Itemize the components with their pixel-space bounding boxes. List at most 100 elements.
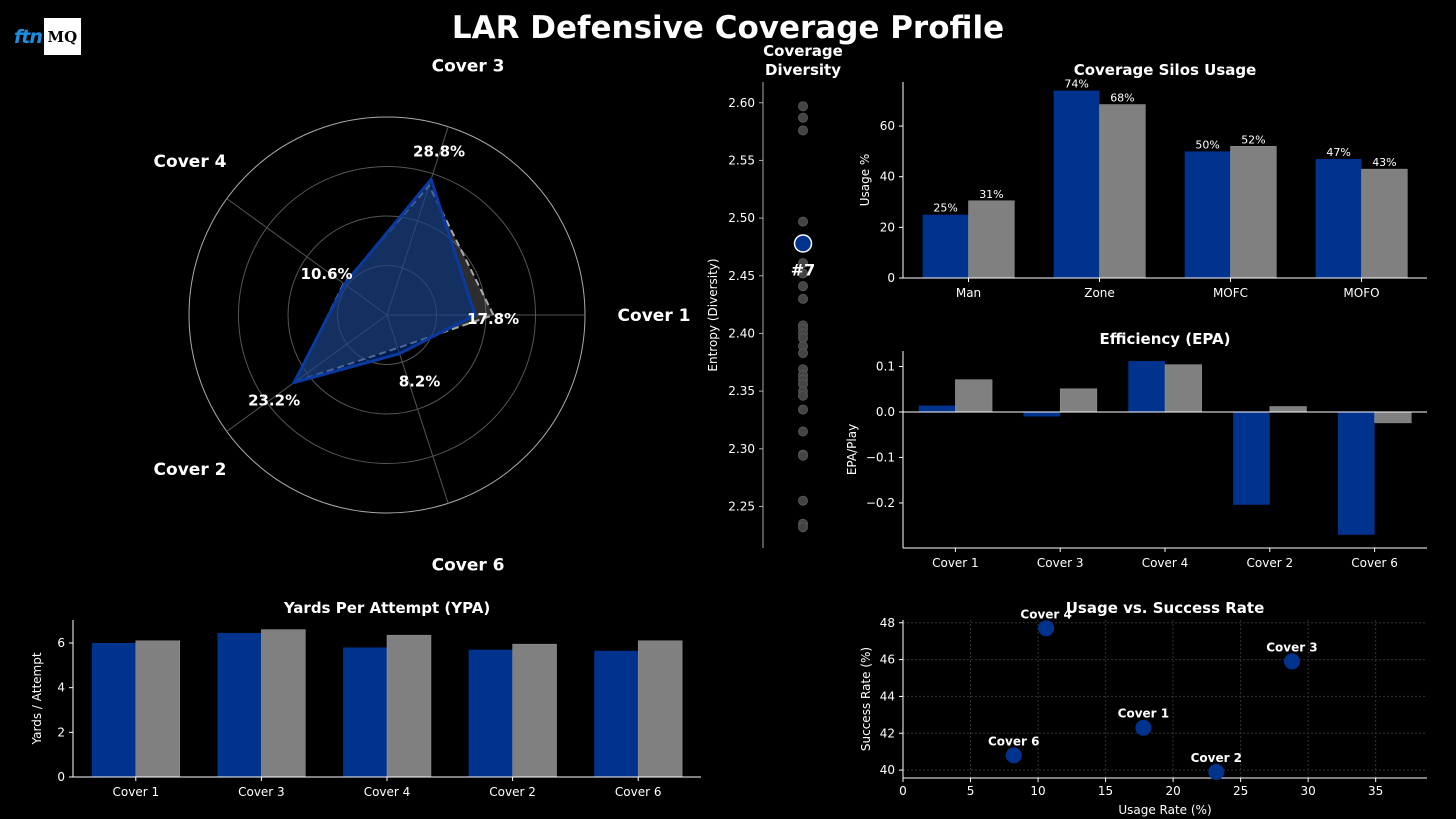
bar-value-label: 47% <box>1326 146 1350 159</box>
y-tick-label: 2.35 <box>728 384 755 398</box>
x-tick-label: Cover 2 <box>489 785 536 799</box>
scatter-point <box>1135 719 1152 736</box>
team-bar <box>1184 151 1231 278</box>
league-bar <box>637 640 683 778</box>
league-bar <box>1164 364 1202 413</box>
radar-team-area <box>291 176 477 385</box>
radar-value-label: 8.2% <box>399 373 441 391</box>
y-tick-label: 46 <box>880 653 895 667</box>
team-bar <box>1053 90 1100 278</box>
ftn-logo: ftn <box>14 25 43 48</box>
chart-title: Efficiency (EPA) <box>1100 330 1231 348</box>
radar-value-label: 10.6% <box>301 265 353 283</box>
league-bar <box>1361 168 1408 279</box>
y-axis-label: Usage % <box>858 154 872 207</box>
bar-value-label: 31% <box>979 188 1003 201</box>
y-tick-label: 42 <box>880 726 895 740</box>
point-label: Cover 1 <box>1118 707 1169 721</box>
team-bar <box>1128 361 1165 412</box>
team-bar <box>922 214 969 278</box>
x-tick-label: 0 <box>899 784 907 798</box>
x-tick-label: Zone <box>1084 286 1115 300</box>
team-dot <box>798 426 808 437</box>
team-dot <box>798 495 808 506</box>
team-dot <box>798 348 808 359</box>
league-bar <box>512 643 557 778</box>
x-axis-label: Usage Rate (%) <box>1118 803 1211 817</box>
x-tick-label: Cover 1 <box>932 556 979 570</box>
team-dot <box>798 390 808 401</box>
x-tick-label: Cover 6 <box>615 785 662 799</box>
y-tick-label: 0 <box>57 770 65 784</box>
y-tick-label: 0 <box>887 271 895 285</box>
chart-title: Usage vs. Success Rate <box>1066 599 1265 617</box>
y-tick-label: 2.60 <box>728 96 755 110</box>
x-tick-label: Cover 6 <box>1351 556 1398 570</box>
y-tick-label: 20 <box>880 220 895 234</box>
league-bar <box>1374 411 1412 424</box>
team-dot <box>798 112 808 123</box>
team-bar <box>918 405 956 412</box>
team-dot <box>798 268 808 279</box>
league-bar <box>386 634 432 778</box>
radar-axis-label: Cover 4 <box>154 152 227 172</box>
y-tick-label: 2.30 <box>728 442 755 456</box>
team-bar <box>217 632 262 777</box>
x-tick-label: Cover 1 <box>113 785 160 799</box>
league-bar <box>1099 104 1146 279</box>
radar-axis-label: Cover 1 <box>618 306 691 326</box>
x-tick-label: 15 <box>1098 784 1113 798</box>
y-tick-label: 60 <box>880 119 895 133</box>
x-tick-label: Cover 3 <box>1037 556 1084 570</box>
bar-value-label: 74% <box>1064 78 1088 91</box>
bar-value-label: 25% <box>933 202 957 215</box>
x-tick-label: Cover 4 <box>1142 556 1189 570</box>
league-bar <box>968 200 1015 279</box>
y-tick-label: 2.40 <box>728 326 755 340</box>
radar-axis-label: Cover 3 <box>432 56 505 76</box>
radar-axis-label: Cover 6 <box>432 556 505 576</box>
league-bar <box>135 640 181 778</box>
team-bar <box>1315 158 1362 278</box>
radar-value-label: 23.2% <box>248 392 300 410</box>
scatter-point <box>1283 653 1300 670</box>
y-tick-label: 4 <box>57 681 65 695</box>
y-axis-label: Yards / Attempt <box>30 652 44 745</box>
y-tick-label: 40 <box>880 763 895 777</box>
diversity-title: Coverage <box>763 42 843 60</box>
team-dot <box>798 522 808 533</box>
y-tick-label: 0.0 <box>876 405 895 419</box>
league-bar <box>955 379 993 413</box>
team-bar <box>468 649 513 777</box>
league-bar <box>1230 146 1277 279</box>
y-tick-label: 2.50 <box>728 211 755 225</box>
chart-title: Yards Per Attempt (YPA) <box>283 599 490 617</box>
scatter-point <box>1038 620 1055 637</box>
y-axis-label: EPA/Play <box>845 424 859 475</box>
y-tick-label: 0.1 <box>876 359 895 373</box>
y-tick-label: 44 <box>880 689 895 703</box>
team-dot <box>798 450 808 461</box>
team-bar <box>1023 411 1061 417</box>
x-tick-label: Cover 2 <box>1247 556 1294 570</box>
team-bar <box>1233 411 1270 505</box>
y-tick-label: 2 <box>57 725 65 739</box>
bar-value-label: 52% <box>1241 133 1265 146</box>
diversity-title: Diversity <box>765 61 841 79</box>
radar-value-label: 28.8% <box>413 142 465 160</box>
team-bar <box>594 650 639 777</box>
y-tick-label: 40 <box>880 170 895 184</box>
scatter-point <box>1208 763 1225 780</box>
bar-value-label: 50% <box>1195 138 1219 151</box>
team-bar <box>91 643 136 777</box>
team-bar <box>1337 411 1375 535</box>
radar-value-label: 17.8% <box>467 310 519 328</box>
point-label: Cover 3 <box>1266 640 1317 654</box>
y-tick-label: 2.45 <box>728 269 755 283</box>
x-tick-label: 10 <box>1030 784 1045 798</box>
bar-value-label: 68% <box>1110 92 1134 105</box>
mq-logo: MQ <box>43 18 81 55</box>
diversity-y-label: Entropy (Diversity) <box>706 258 720 371</box>
x-tick-label: 5 <box>967 784 975 798</box>
x-tick-label: 20 <box>1165 784 1180 798</box>
